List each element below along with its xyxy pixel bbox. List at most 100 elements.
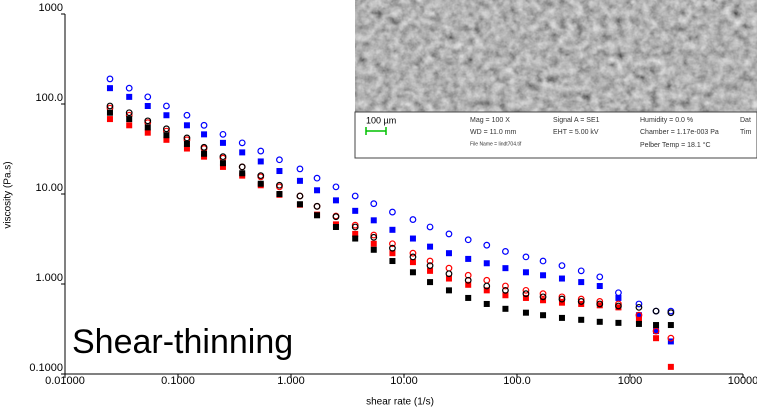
point [314,187,320,193]
info-text: Signal A = SE1 [553,117,600,124]
point [126,85,132,91]
point [389,227,395,233]
y-tick-label: 100.0 [35,92,63,104]
point [668,322,674,328]
point [107,110,113,116]
info-text: Dat [740,117,751,124]
point [559,315,565,321]
point [523,310,529,316]
point [239,170,245,176]
point [502,306,508,312]
point [220,132,226,138]
info-text: Chamber = 1.17e-003 Pa [640,129,719,136]
x-tick-label: 100.0 [503,375,531,387]
point [297,193,303,199]
point [258,148,264,154]
point [410,269,416,275]
point [615,320,621,326]
point [163,112,169,118]
point [371,241,377,247]
point [410,236,416,242]
point [163,132,169,138]
info-text: WD = 11.0 mm [470,129,517,136]
y-tick-label: 1.000 [35,272,63,284]
point [578,279,584,285]
x-tick-label: 10.00 [390,375,418,387]
point [446,287,452,293]
y-tick-label: 0.1000 [29,362,63,374]
point [559,263,565,269]
point [653,308,659,314]
point [239,140,245,146]
point [352,208,358,214]
point [615,295,621,301]
point [636,305,642,311]
point [371,247,377,253]
point [220,140,226,146]
point [484,301,490,307]
point [239,164,245,170]
point [668,364,674,370]
point [636,321,642,327]
point [184,112,190,118]
point [410,217,416,223]
point [314,175,320,181]
point [465,237,471,243]
point [276,168,282,174]
point [297,178,303,184]
point [446,231,452,237]
point [126,94,132,100]
point [201,151,207,157]
point [107,85,113,91]
point [258,181,264,187]
point [333,184,339,190]
point [371,201,377,207]
point [220,160,226,166]
point [540,312,546,318]
y-tick-label: 10.00 [35,182,63,194]
y-tick-label: 1000 [39,2,63,14]
point [503,249,509,255]
point [446,265,452,271]
chart: 0.10001.00010.00100.010000.010000.10001.… [0,0,757,408]
point [107,76,113,82]
x-tick-label: 0.1000 [161,375,195,387]
point [276,191,282,197]
point [578,317,584,323]
point [653,335,659,341]
info-text: File Name = lindt704.tif [470,141,522,147]
point [145,94,151,100]
point [371,217,377,223]
point [523,269,529,275]
point [523,254,529,260]
point [333,224,339,230]
point [578,268,584,274]
point [333,197,339,203]
point [597,283,603,289]
point [446,250,452,256]
y-axis-title: viscosity (Pa.s) [3,161,14,228]
point [297,201,303,207]
point [410,254,416,260]
point [145,124,151,130]
sem-image [355,0,757,112]
point [277,157,283,163]
x-axis-title: shear rate (1/s) [366,397,434,408]
point [484,277,490,283]
point [352,236,358,242]
annotation: Shear-thinning [72,323,293,361]
point [427,244,433,250]
scale-bar-label: 100 µm [366,115,396,125]
point [597,274,603,280]
point [297,166,303,172]
point [484,260,490,266]
info-text: Pelber Temp = 18.1 °C [640,141,711,149]
point [184,141,190,147]
point [389,258,395,264]
info-text: EHT = 5.00 kV [553,129,599,136]
point [184,122,190,128]
x-tick-label: 10000 [728,375,757,387]
point [107,116,113,122]
point [145,103,151,109]
x-tick-label: 1.000 [277,375,305,387]
